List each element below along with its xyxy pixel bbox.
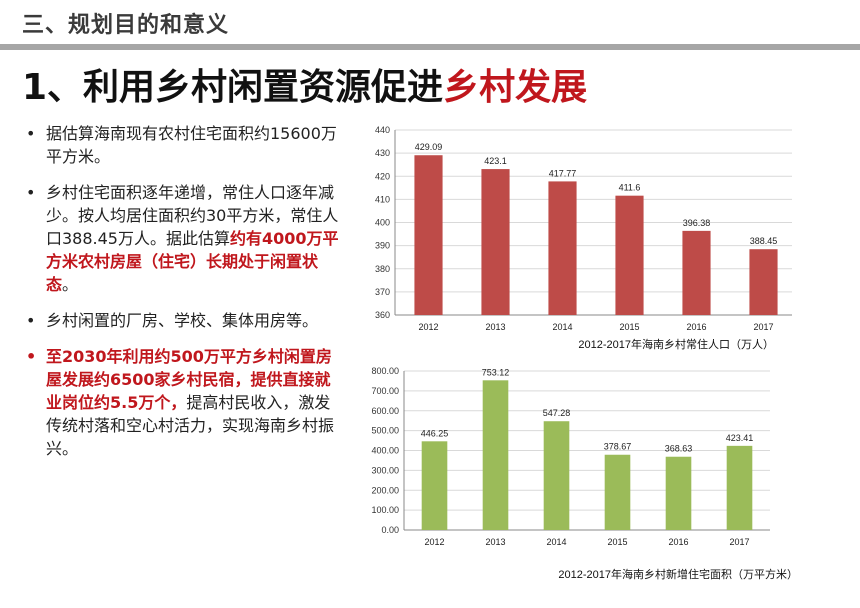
y-tick-label: 360 [375, 310, 390, 320]
bullet-text: 据估算海南现有农村住宅面积约15600万平方米。 [46, 124, 337, 166]
chart-title: 2012-2017年海南乡村常住人口（万人） [578, 337, 774, 351]
header-divider [0, 44, 860, 50]
chart-title: 2012-2017年海南乡村新增住宅面积（万平方米） [558, 567, 798, 581]
x-tick-label: 2015 [607, 537, 627, 547]
y-tick-label: 400.00 [371, 446, 399, 456]
data-label: 396.38 [683, 218, 711, 228]
data-label: 423.1 [484, 156, 507, 166]
x-tick-label: 2017 [729, 537, 749, 547]
y-tick-label: 410 [375, 194, 390, 204]
y-tick-label: 700.00 [371, 386, 399, 396]
main-title-black: 1、利用乡村闲置资源促进 [22, 67, 444, 108]
population-bar-chart: 360 370 380 390 400 410 420 430 440 429.09 2012 423… [375, 125, 792, 351]
main-title-red: 乡村发展 [443, 67, 588, 108]
bar [665, 456, 692, 530]
y-tick-label: 800.00 [371, 366, 399, 376]
y-tick-label: 100.00 [371, 505, 399, 515]
y-tick-label: 380 [375, 264, 390, 274]
housing-area-bar-chart: 0.00 100.00 200.00 300.00 400.00 500.00 600.00… [371, 366, 798, 581]
y-tick-label: 300.00 [371, 465, 399, 475]
main-title: 1、利用乡村闲置资源促进乡村发展 [22, 58, 587, 110]
x-tick-label: 2014 [552, 322, 572, 332]
y-tick-label: 440 [375, 125, 390, 135]
x-tick-label: 2013 [485, 537, 505, 547]
y-tick-label: 500.00 [371, 426, 399, 436]
bullet-text: 乡村闲置的厂房、学校、集体用房等。 [46, 311, 319, 330]
x-tick-label: 2016 [668, 537, 688, 547]
data-label: 378.67 [604, 442, 632, 452]
bar [749, 249, 778, 315]
data-label: 417.77 [549, 168, 577, 178]
bar [548, 181, 577, 315]
y-tick-label: 420 [375, 171, 390, 181]
y-tick-label: 370 [375, 287, 390, 297]
bar [421, 441, 448, 530]
bullet-item: • 至2030年利用约500万平方乡村闲置房屋发展约6500家乡村民宿，提供直接就… [22, 345, 342, 460]
y-tick-label: 600.00 [371, 406, 399, 416]
bar [726, 445, 753, 530]
bullet-dot-icon: • [26, 124, 36, 143]
bullet-text: 提高村民收入，激发传统村落和空心村活力，实现海南乡村振兴。 [46, 393, 335, 458]
x-tick-label: 2017 [753, 322, 773, 332]
bullet-text: 乡村住宅面积逐年递增，常住人口逐年减少。按人均居住面积约30平方米，常住人口38… [46, 183, 339, 248]
data-label: 753.12 [482, 367, 510, 377]
data-label: 547.28 [543, 408, 571, 418]
bullet-list: • 据估算海南现有农村住宅面积约15600万平方米。 • 乡村住宅面积逐年递增，常住… [22, 122, 342, 473]
x-tick-label: 2013 [485, 322, 505, 332]
data-label: 446.25 [421, 428, 449, 438]
bullet-highlight: 至2030年利用约500万平方乡村闲置房屋发展约6500家乡村民宿，提供直接就业… [46, 347, 332, 412]
x-tick-label: 2012 [424, 537, 444, 547]
x-tick-label: 2014 [546, 537, 566, 547]
data-label: 423.41 [726, 433, 754, 443]
y-tick-label: 430 [375, 148, 390, 158]
data-label: 429.09 [415, 142, 443, 152]
y-tick-label: 200.00 [371, 485, 399, 495]
y-tick-label: 0.00 [381, 525, 399, 535]
data-label: 368.63 [665, 444, 693, 454]
section-header: 三、规划目的和意义 [0, 0, 860, 50]
bullet-item: • 据估算海南现有农村住宅面积约15600万平方米。 [22, 122, 342, 168]
bullet-item: • 乡村住宅面积逐年递增，常住人口逐年减少。按人均居住面积约30平方米，常住人口3… [22, 181, 342, 296]
bar [482, 380, 509, 530]
bar [414, 155, 443, 315]
bar [682, 230, 711, 315]
x-tick-label: 2012 [418, 322, 438, 332]
bar [604, 454, 631, 530]
section-title: 三、规划目的和意义 [22, 13, 230, 38]
x-tick-label: 2015 [619, 322, 639, 332]
bullet-item: • 乡村闲置的厂房、学校、集体用房等。 [22, 309, 342, 332]
bullet-dot-icon: • [26, 311, 36, 330]
bullet-text-end: 。 [62, 275, 79, 294]
data-label: 388.45 [750, 236, 778, 246]
bullet-dot-icon: • [26, 183, 36, 202]
y-tick-label: 400 [375, 218, 390, 228]
bar [543, 421, 570, 530]
data-label: 411.6 [619, 183, 641, 193]
x-tick-label: 2016 [686, 322, 706, 332]
bar [615, 195, 644, 315]
bullet-highlight: 约有4000万平方米农村房屋（住宅）长期处于闲置状态 [46, 229, 339, 294]
bullet-dot-icon: • [26, 347, 37, 366]
bar [481, 169, 510, 315]
y-tick-label: 390 [375, 241, 390, 251]
